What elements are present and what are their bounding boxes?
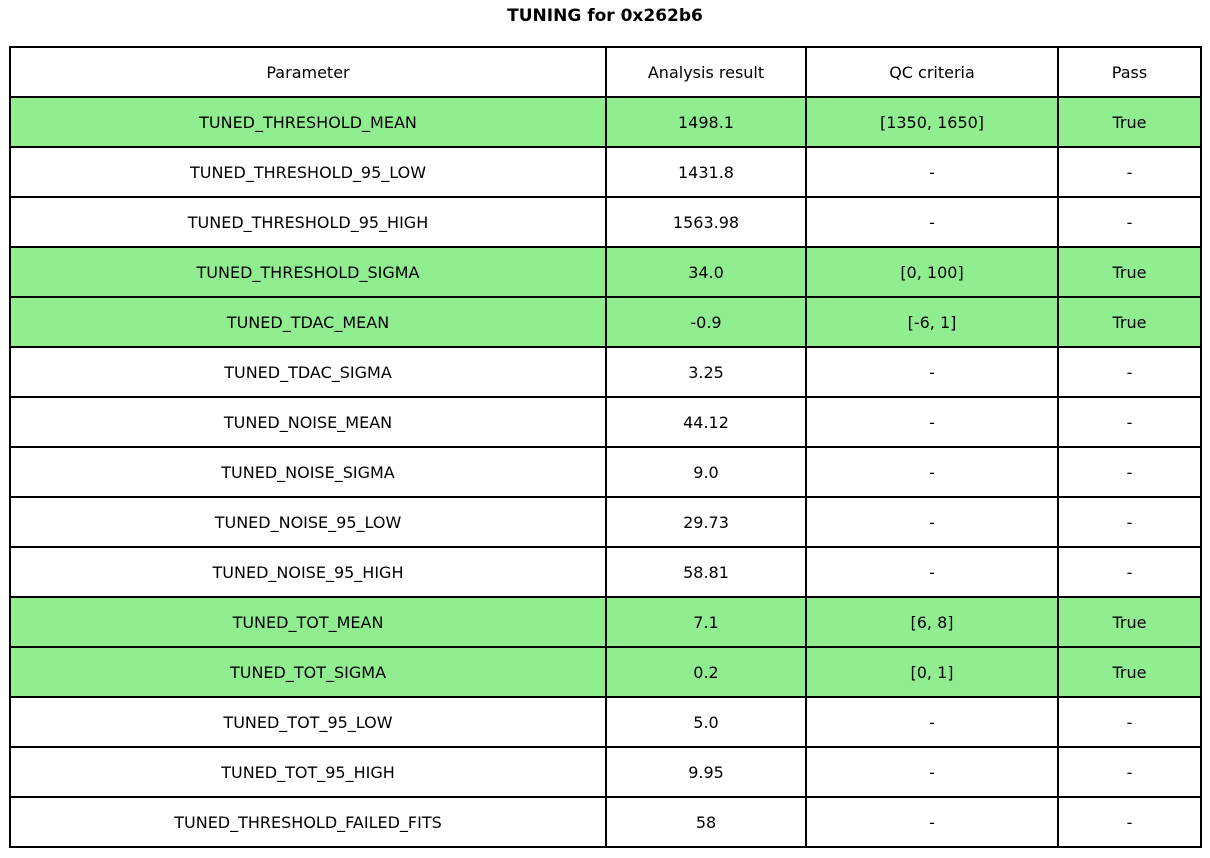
table-row: TUNED_TDAC_MEAN -0.9 [-6, 1] True [9,296,1202,348]
analysis-result-cell: 3.25 [605,346,807,398]
analysis-result-cell: 9.95 [605,746,807,798]
analysis-result-cell: 9.0 [605,446,807,498]
table-row: TUNED_TDAC_SIGMA 3.25- - [9,346,1202,398]
pass-cell: True [1057,596,1202,648]
pass-cell: True [1057,646,1202,698]
qc-criteria-cell: [-6, 1] [805,296,1059,348]
parameter-cell: TUNED_NOISE_MEAN [9,396,607,448]
table-row: TUNED_TOT_MEAN 7.1 [6, 8] True [9,596,1202,648]
parameter-cell: TUNED_THRESHOLD_FAILED_FITS [9,796,607,848]
table-row: TUNED_TOT_95_LOW 5.0- - [9,696,1202,748]
column-header-analysis-result: Analysis result [605,46,807,98]
qc-criteria-cell: - [805,696,1059,748]
table-row: TUNED_THRESHOLD_MEAN 1498.1 [1350, 1650] Tr… [9,96,1202,148]
header-row: Parameter Analysis result QC criteria Pa… [9,46,1202,98]
analysis-result-cell: 58.81 [605,546,807,598]
pass-cell: - [1057,446,1202,498]
parameter-cell: TUNED_TOT_95_HIGH [9,746,607,798]
qc-criteria-cell: [0, 100] [805,246,1059,298]
table-row: TUNED_THRESHOLD_FAILED_FITS 58- - [9,796,1202,848]
qc-criteria-cell: - [805,346,1059,398]
analysis-result-cell: 29.73 [605,496,807,548]
qc-criteria-cell: - [805,746,1059,798]
table-row: TUNED_THRESHOLD_95_LOW 1431.8- - [9,146,1202,198]
qc-criteria-cell: - [805,396,1059,448]
qc-criteria-cell: - [805,796,1059,848]
qc-criteria-cell: - [805,146,1059,198]
parameter-cell: TUNED_NOISE_95_HIGH [9,546,607,598]
column-header-parameter: Parameter [9,46,607,98]
pass-cell: - [1057,496,1202,548]
pass-cell: - [1057,796,1202,848]
pass-cell: - [1057,346,1202,398]
parameter-cell: TUNED_NOISE_SIGMA [9,446,607,498]
table-header: Parameter Analysis result QC criteria Pa… [9,46,1202,98]
column-header-pass: Pass [1057,46,1202,98]
analysis-result-cell: 7.1 [605,596,807,648]
table-row: TUNED_NOISE_95_HIGH 58.81- - [9,546,1202,598]
analysis-result-cell: 1563.98 [605,196,807,248]
table-row: TUNED_NOISE_95_LOW 29.73- - [9,496,1202,548]
pass-cell: - [1057,746,1202,798]
analysis-result-cell: 1431.8 [605,146,807,198]
table-row: TUNED_THRESHOLD_SIGMA 34.0 [0, 100] True [9,246,1202,298]
pass-cell: True [1057,296,1202,348]
table-row: TUNED_TOT_SIGMA 0.2 [0, 1] True [9,646,1202,698]
pass-cell: - [1057,546,1202,598]
analysis-result-cell: 44.12 [605,396,807,448]
pass-cell: - [1057,696,1202,748]
column-header-qc-criteria: QC criteria [805,46,1059,98]
table-row: TUNED_NOISE_SIGMA 9.0- - [9,446,1202,498]
parameter-cell: TUNED_TDAC_SIGMA [9,346,607,398]
pass-cell: - [1057,396,1202,448]
qc-criteria-cell: [6, 8] [805,596,1059,648]
table-row: TUNED_NOISE_MEAN 44.12- - [9,396,1202,448]
pass-cell: - [1057,146,1202,198]
qc-criteria-cell: [1350, 1650] [805,96,1059,148]
parameter-cell: TUNED_THRESHOLD_MEAN [9,96,607,148]
analysis-result-cell: 5.0 [605,696,807,748]
parameter-cell: TUNED_TOT_SIGMA [9,646,607,698]
analysis-result-cell: 0.2 [605,646,807,698]
analysis-result-cell: 1498.1 [605,96,807,148]
qc-criteria-cell: - [805,496,1059,548]
table-row: TUNED_TOT_95_HIGH 9.95- - [9,746,1202,798]
pass-cell: - [1057,196,1202,248]
qc-criteria-cell: - [805,546,1059,598]
analysis-result-cell: 58 [605,796,807,848]
pass-cell: True [1057,96,1202,148]
analysis-result-cell: -0.9 [605,296,807,348]
parameter-cell: TUNED_THRESHOLD_95_LOW [9,146,607,198]
qc-criteria-cell: - [805,196,1059,248]
table-row: TUNED_THRESHOLD_95_HIGH 1563.98- - [9,196,1202,248]
parameter-cell: TUNED_THRESHOLD_SIGMA [9,246,607,298]
parameter-cell: TUNED_NOISE_95_LOW [9,496,607,548]
parameter-cell: TUNED_THRESHOLD_95_HIGH [9,196,607,248]
analysis-result-cell: 34.0 [605,246,807,298]
table-body: TUNED_THRESHOLD_MEAN 1498.1 [1350, 1650] Tr… [9,96,1202,848]
pass-cell: True [1057,246,1202,298]
parameter-cell: TUNED_TOT_MEAN [9,596,607,648]
qc-criteria-cell: - [805,446,1059,498]
page-title: TUNING for 0x262b6 [507,6,703,26]
parameter-cell: TUNED_TOT_95_LOW [9,696,607,748]
parameter-cell: TUNED_TDAC_MEAN [9,296,607,348]
qc-criteria-cell: [0, 1] [805,646,1059,698]
tuning-qc-table: Parameter Analysis result QC criteria Pa… [9,46,1202,848]
